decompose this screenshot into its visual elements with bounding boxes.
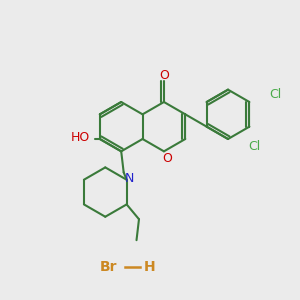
Text: O: O	[159, 69, 169, 82]
Text: HO: HO	[70, 131, 90, 144]
Text: O: O	[163, 152, 172, 165]
Text: Br: Br	[100, 260, 117, 274]
Text: H: H	[144, 260, 156, 274]
Text: N: N	[125, 172, 134, 185]
Text: Cl: Cl	[270, 88, 282, 101]
Text: Cl: Cl	[248, 140, 260, 153]
